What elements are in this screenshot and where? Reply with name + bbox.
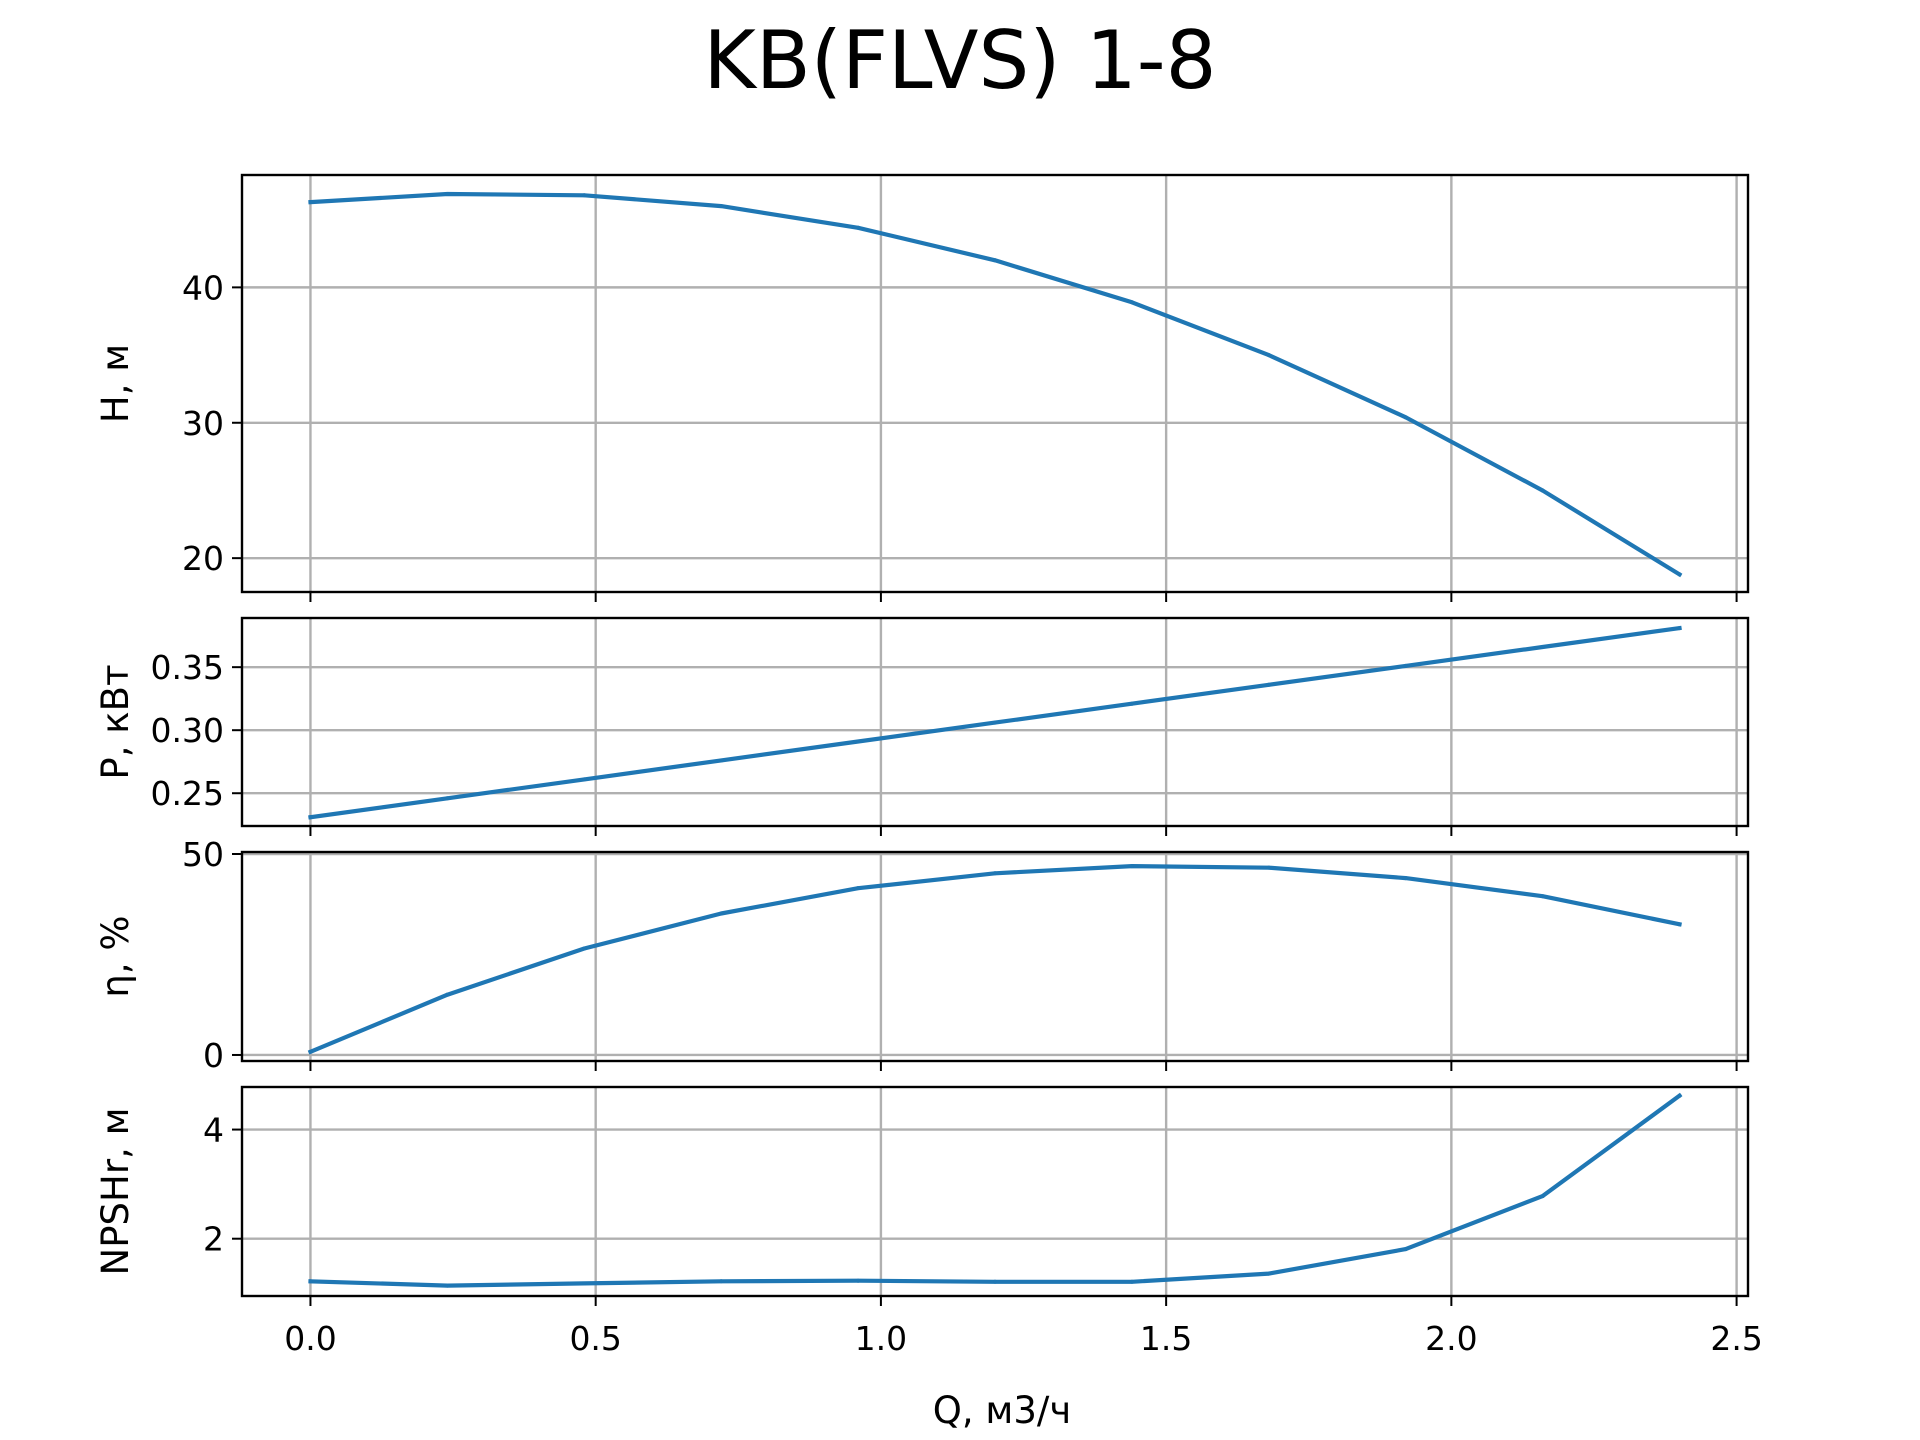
panel-frame	[240, 1085, 1750, 1298]
data-point	[856, 739, 861, 744]
data-point	[993, 1279, 997, 1284]
data-point	[445, 796, 450, 801]
data-point	[993, 871, 997, 876]
y-tick-label: 0.25	[151, 774, 224, 813]
y-axis-label: η, %	[94, 915, 137, 997]
data-point	[1129, 300, 1134, 305]
data-point	[993, 258, 997, 263]
data-point	[308, 200, 313, 205]
x-tick-label: 0.0	[284, 1319, 336, 1358]
panel-1: 20 30 40 H, м	[94, 173, 1750, 602]
data-point	[582, 193, 587, 198]
series-line-3	[307, 863, 1682, 1055]
data-point	[1129, 1279, 1134, 1284]
data-point	[582, 1281, 587, 1286]
y-axis-label: H, м	[94, 344, 137, 423]
data-point	[1540, 1194, 1545, 1199]
data-point	[1540, 488, 1545, 493]
data-point	[582, 777, 587, 782]
data-point	[1266, 682, 1271, 687]
data-point	[856, 886, 861, 891]
panel-frame	[240, 616, 1750, 828]
data-point	[1677, 626, 1682, 631]
data-point	[445, 191, 450, 196]
panel-4: 2 4 NPSHr, м	[94, 1085, 1750, 1306]
data-point	[1540, 894, 1545, 899]
data-point	[1403, 415, 1408, 420]
panel-frame	[240, 850, 1750, 1063]
x-tick-label: 1.5	[1140, 1319, 1192, 1358]
y-tick-label: 0.35	[151, 648, 224, 687]
chart-title: KB(FLVS) 1-8	[703, 14, 1216, 107]
y-tick-label: 20	[182, 539, 224, 578]
data-point	[1540, 644, 1545, 649]
data-point	[445, 1283, 450, 1288]
series-line-1	[308, 191, 1683, 578]
data-point	[719, 1279, 724, 1284]
y-tick-label: 4	[203, 1111, 224, 1150]
data-point	[1403, 1247, 1408, 1252]
x-tick-label: 0.5	[569, 1319, 621, 1358]
data-point	[1266, 865, 1271, 870]
series-line-4	[308, 1092, 1683, 1288]
y-tick-label: 0.30	[151, 711, 224, 750]
data-point	[308, 815, 313, 820]
x-axis-label: Q, м3/ч	[933, 1389, 1071, 1432]
y-tick-label: 40	[182, 268, 224, 307]
data-point	[719, 204, 724, 209]
x-tick-label: 2.0	[1425, 1319, 1477, 1358]
data-point	[308, 1279, 313, 1284]
data-point	[1677, 922, 1682, 927]
data-point	[1129, 864, 1134, 869]
y-tick-label: 50	[182, 835, 224, 874]
data-point	[308, 1049, 313, 1054]
data-point	[1677, 1093, 1682, 1098]
data-point	[856, 1278, 861, 1283]
panel-2: 0.25 0.30 0.35 P, кВт	[94, 616, 1750, 836]
data-point	[993, 720, 997, 725]
x-tick-label: 1.0	[855, 1319, 907, 1358]
y-tick-label: 0	[203, 1036, 224, 1075]
data-point	[582, 946, 587, 951]
panel-3: 0 50 η, %	[94, 835, 1750, 1075]
data-point	[1677, 572, 1682, 577]
chart-panels: 20 30 40 H, м 0.25 0.30 0.35 P, кВт 0 50 η, % 2 4 NPS…	[94, 173, 1750, 1306]
y-tick-label: 2	[203, 1220, 224, 1259]
data-point	[856, 225, 861, 230]
data-point	[1403, 663, 1408, 668]
y-tick-label: 30	[182, 404, 224, 443]
panel-frame	[240, 173, 1750, 594]
data-point	[1403, 876, 1408, 881]
y-axis-label: NPSHr, м	[94, 1108, 137, 1276]
data-point	[719, 911, 724, 916]
data-point	[1266, 1271, 1271, 1276]
data-point	[1266, 353, 1271, 358]
data-point	[719, 758, 724, 763]
x-tick-label: 2.5	[1710, 1319, 1762, 1358]
data-point	[445, 992, 450, 997]
data-point	[1129, 701, 1134, 706]
y-axis-label: P, кВт	[94, 664, 137, 779]
x-axis: 0.0 0.5 1.0 1.5 2.0 2.5	[284, 1319, 1763, 1358]
